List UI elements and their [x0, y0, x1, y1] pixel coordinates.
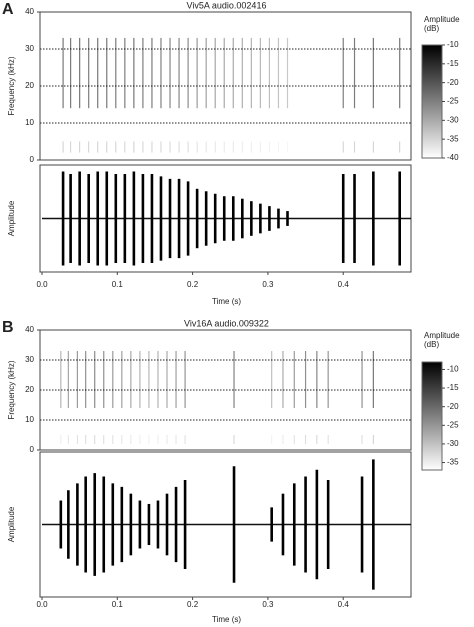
y-axis-label: Frequency (kHz) [7, 56, 16, 115]
colorbar-tick-label: -20 [447, 78, 459, 87]
colorbar-tick-label: -10 [447, 365, 459, 374]
x-tick-label: 0.2 [187, 600, 199, 609]
y-tick-label: 0 [30, 155, 35, 164]
colorbar-tick-label: -40 [447, 153, 459, 162]
panel-label: A [2, 1, 14, 18]
y-tick-label: 30 [25, 355, 34, 364]
y-axis-label: Frequency (kHz) [7, 360, 16, 419]
x-tick-label: 0.3 [262, 600, 274, 609]
colorbar-tick-label: -30 [447, 115, 459, 124]
y-tick-label: 10 [25, 118, 34, 127]
colorbar-tick-label: -35 [447, 458, 459, 467]
y-tick-label: 20 [25, 81, 34, 90]
x-tick-label: 0.1 [112, 280, 124, 289]
y-axis-label: Amplitude [7, 200, 16, 236]
y-tick-label: 20 [25, 385, 34, 394]
x-tick-label: 0.0 [36, 600, 48, 609]
panel-title: Viv5A audio.002416 [187, 0, 267, 10]
colorbar-label: (dB) [424, 24, 439, 33]
x-axis-label: Time (s) [212, 297, 241, 306]
y-tick-label: 10 [25, 415, 34, 424]
panel-label: B [2, 319, 14, 336]
colorbar-label: Amplitude [424, 331, 460, 340]
colorbar-tick-label: -35 [447, 134, 459, 143]
colorbar-tick-label: -30 [447, 439, 459, 448]
y-tick-label: 30 [25, 44, 34, 53]
colorbar-label: Amplitude [424, 15, 460, 24]
colorbar-tick-label: -25 [447, 97, 459, 106]
colorbar [421, 361, 443, 471]
x-tick-label: 0.2 [187, 280, 199, 289]
y-tick-label: 40 [25, 325, 34, 334]
y-tick-label: 40 [25, 7, 34, 16]
colorbar [421, 44, 443, 159]
x-tick-label: 0.1 [112, 600, 124, 609]
x-axis-label: Time (s) [212, 615, 241, 624]
colorbar-label: (dB) [424, 340, 439, 349]
y-tick-label: 0 [30, 445, 35, 454]
colorbar-tick-label: -10 [447, 40, 459, 49]
x-tick-label: 0.4 [338, 600, 350, 609]
colorbar-tick-label: -15 [447, 59, 459, 68]
x-tick-label: 0.3 [262, 280, 274, 289]
x-tick-label: 0.4 [338, 280, 350, 289]
colorbar-tick-label: -15 [447, 383, 459, 392]
x-tick-label: 0.0 [36, 280, 48, 289]
colorbar-tick-label: -20 [447, 402, 459, 411]
colorbar-tick-label: -25 [447, 420, 459, 429]
y-axis-label: Amplitude [7, 506, 16, 542]
panel-title: Viv16A audio.009322 [184, 318, 269, 328]
